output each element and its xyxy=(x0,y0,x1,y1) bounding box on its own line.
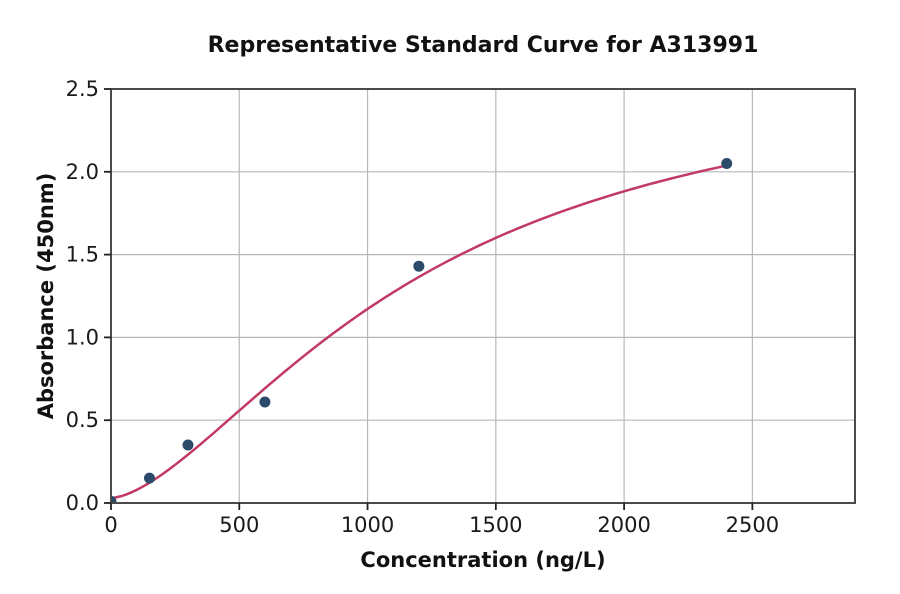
fit-curve xyxy=(111,164,727,500)
y-tick-label: 0.5 xyxy=(66,408,99,432)
data-point xyxy=(413,260,425,272)
y-tick-label: 1.5 xyxy=(66,243,99,267)
x-tick-label: 1000 xyxy=(341,513,394,537)
y-tick-label: 2.5 xyxy=(66,77,99,101)
x-tick-labels: 0 500 1000 1500 2000 2500 xyxy=(104,513,779,537)
x-tick-label: 2500 xyxy=(726,513,779,537)
grid-layer xyxy=(110,88,855,504)
data-point xyxy=(111,495,117,503)
x-axis-label: Concentration (ng/L) xyxy=(360,548,606,572)
x-tick-label: 500 xyxy=(219,513,259,537)
y-tick-labels: 0.0 0.5 1.0 1.5 2.0 2.5 xyxy=(66,77,99,515)
data-point xyxy=(182,439,194,451)
y-tick-label: 0.0 xyxy=(66,491,99,515)
y-tick-label: 1.0 xyxy=(66,325,99,349)
x-tick-label: 0 xyxy=(104,513,117,537)
x-tick-label: 2000 xyxy=(597,513,650,537)
x-tick-label: 1500 xyxy=(469,513,522,537)
data-points-layer xyxy=(111,158,733,503)
data-point xyxy=(259,396,271,408)
y-tick-label: 2.0 xyxy=(66,160,99,184)
data-point xyxy=(143,472,155,484)
tick-marks xyxy=(104,88,754,510)
axis-spines xyxy=(110,88,856,504)
data-point xyxy=(721,158,733,170)
chart-title: Representative Standard Curve for A31399… xyxy=(207,33,759,58)
